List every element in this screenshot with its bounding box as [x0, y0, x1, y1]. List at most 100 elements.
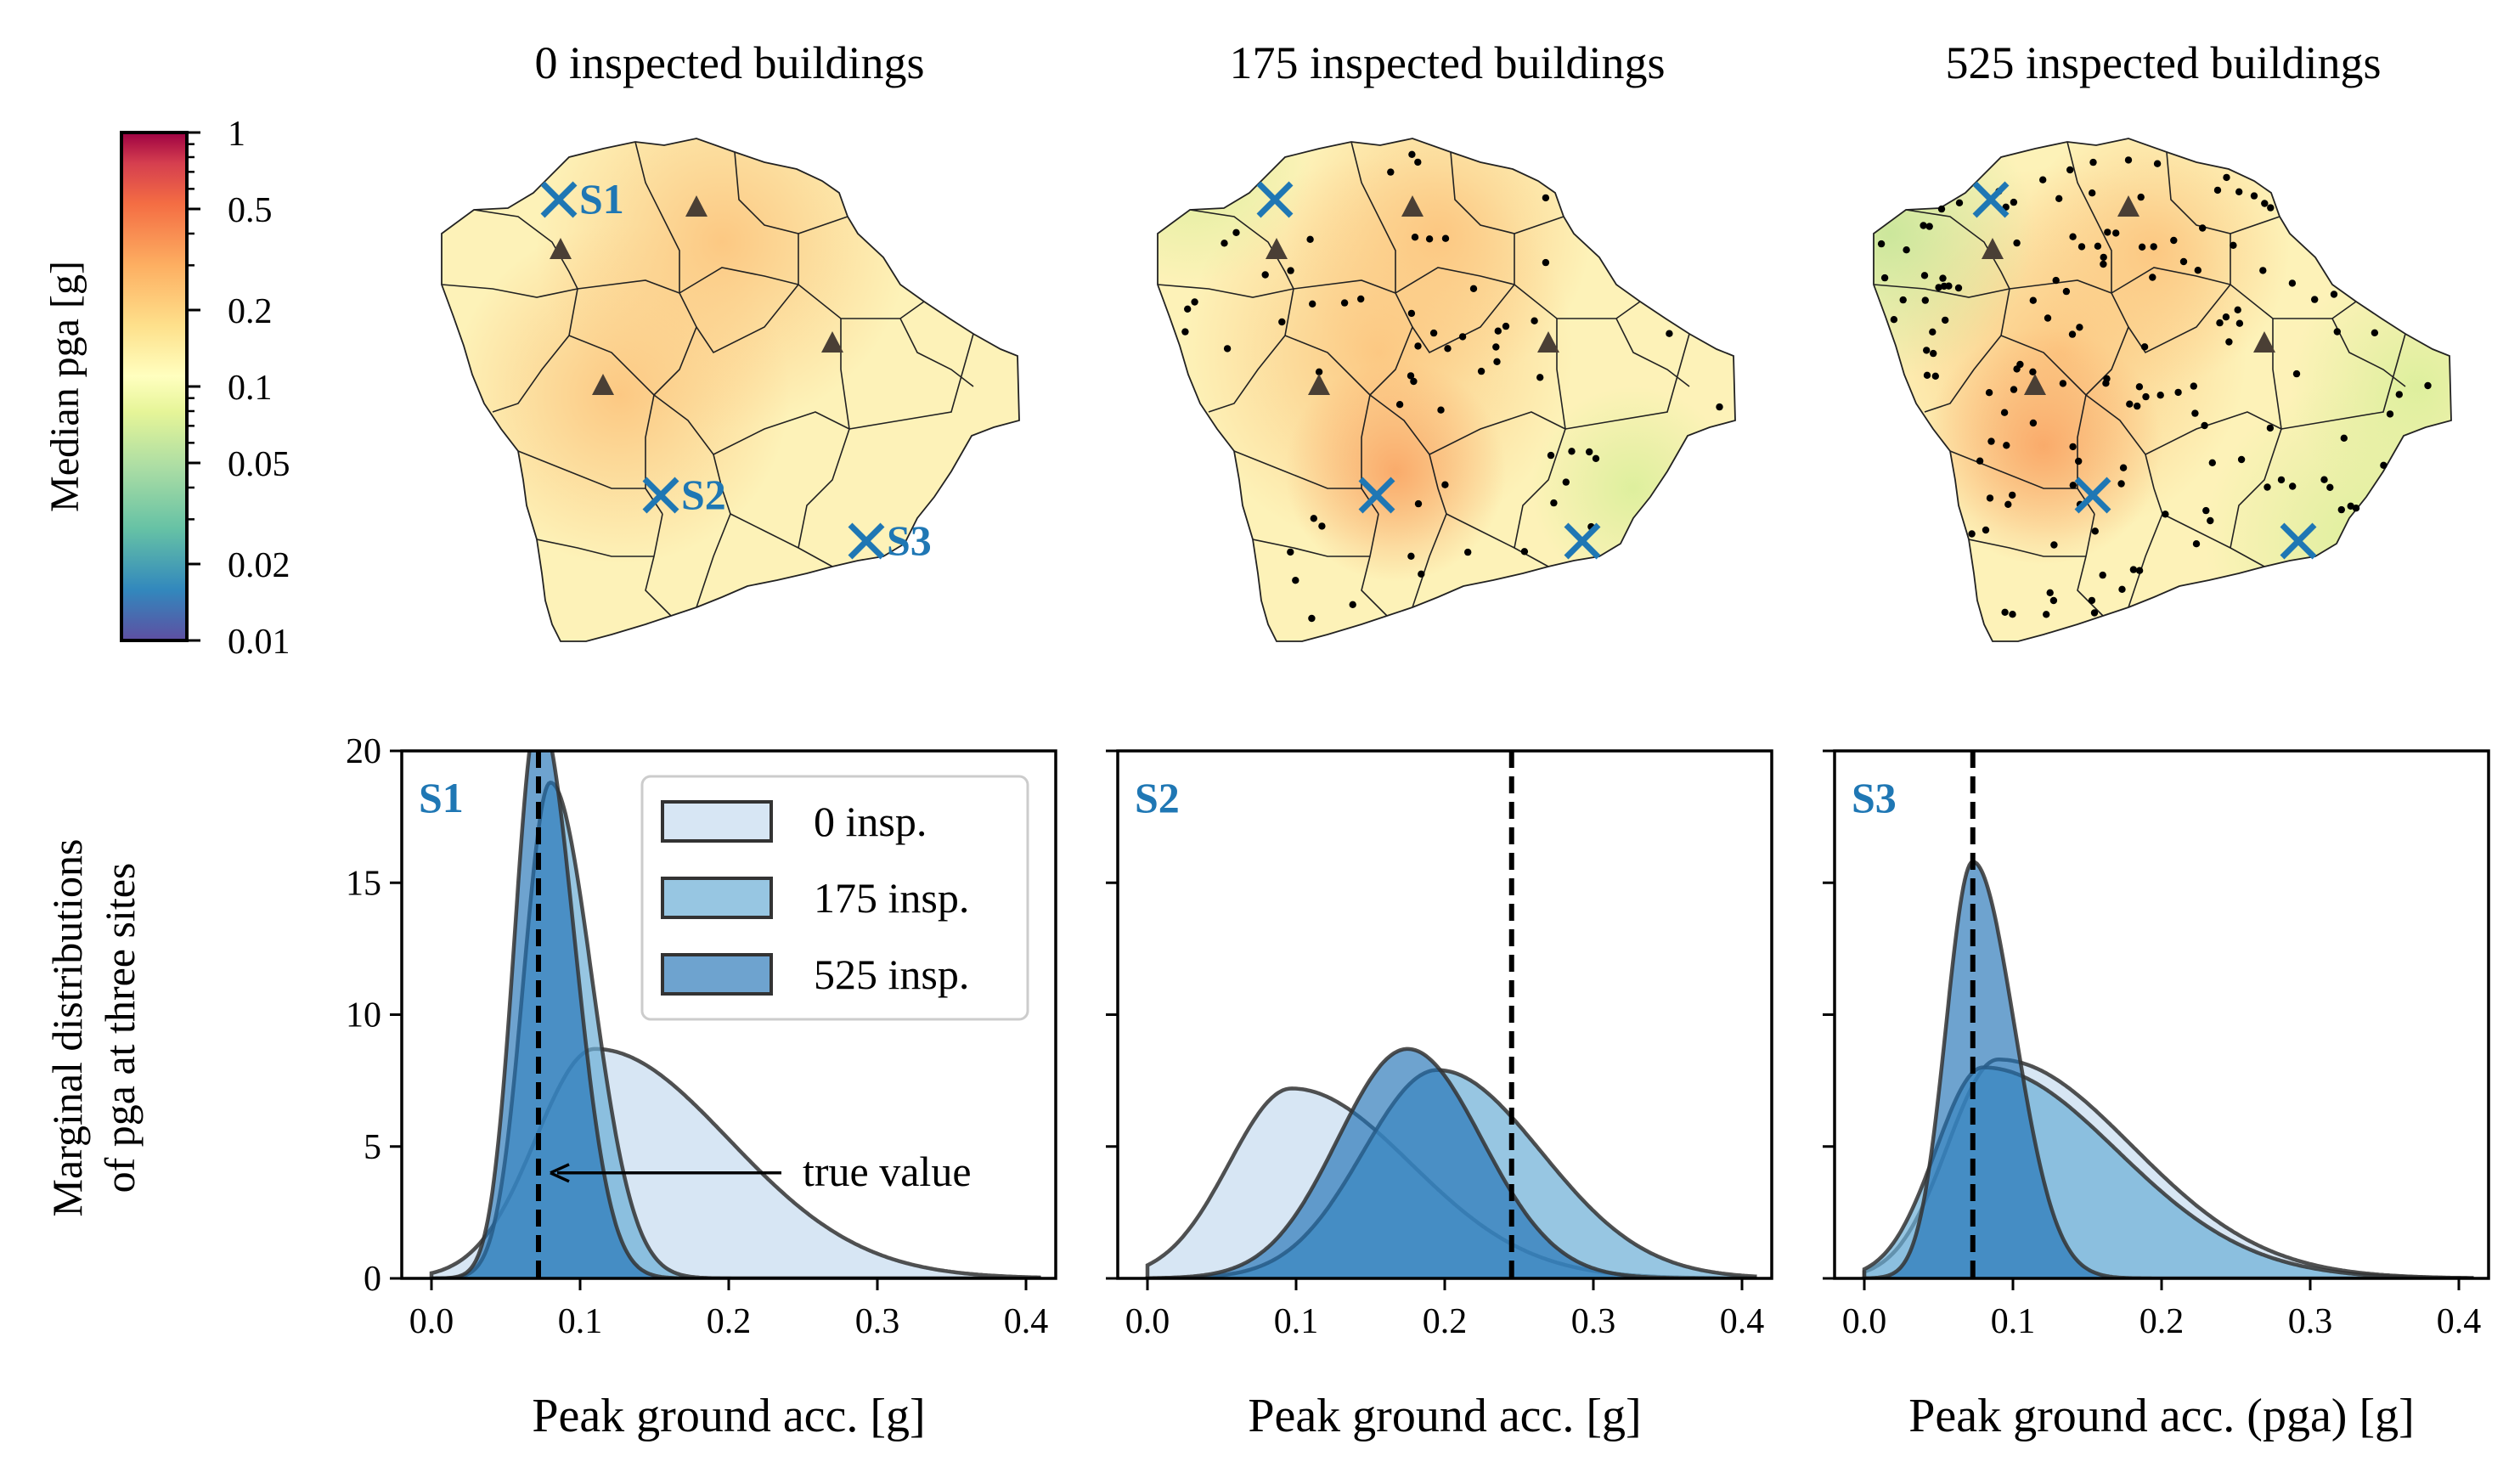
colorbar-tick-label: 0.02 [228, 546, 290, 585]
colorbar-tick-label: 1 [228, 115, 245, 154]
legend-swatch [661, 953, 773, 996]
inspected-building [1945, 282, 1953, 290]
density-area-525-insp- [1864, 861, 2474, 1278]
region-border [1446, 513, 1549, 567]
x-tick-label: 0.3 [1571, 1302, 1616, 1341]
inspected-building [1315, 368, 1323, 375]
inspected-building [1407, 372, 1415, 380]
inspected-building [1309, 300, 1316, 307]
inspected-building [1592, 454, 1600, 462]
region-border [848, 333, 974, 430]
map-field [1874, 138, 2451, 641]
inspected-building [2347, 502, 2354, 510]
inspected-building [2263, 483, 2271, 491]
inspected-building [1923, 347, 1931, 354]
region-border [734, 151, 848, 234]
inspected-building [2142, 392, 2150, 401]
site-label: S3 [887, 516, 932, 564]
inspected-building [1287, 548, 1294, 556]
station-marker [550, 238, 572, 259]
inspected-building [2089, 158, 2097, 166]
inspected-building [1407, 309, 1416, 318]
x-tick-label: 0.4 [1004, 1302, 1049, 1341]
density-panel-s1: 0.0 0.1 0.2 0.3 0.4 0 5 10 15 20 Peak ground acc. … [346, 732, 1057, 1442]
inspected-building [1502, 322, 1510, 330]
site-marker-1 [1972, 181, 2010, 218]
legend-label: 0 insp. [814, 798, 927, 845]
inspected-building [2235, 319, 2244, 327]
inspected-building [1955, 199, 1964, 206]
inspected-building [1985, 389, 1993, 397]
region-border [2111, 267, 2231, 294]
inspected-building [1464, 548, 1472, 556]
inspected-building [1937, 205, 1946, 213]
inspected-building [2124, 156, 2133, 164]
inspected-building [2340, 434, 2348, 442]
inspected-building [1939, 274, 1947, 282]
colorbar: 1 0.5 0.2 0.1 0.05 0.02 0.01 Median pga [g] [42, 115, 290, 662]
inspected-building [1586, 448, 1593, 456]
inspected-building [2010, 198, 2018, 206]
inspected-building [1542, 194, 1550, 202]
region-border [1556, 319, 1566, 430]
region-border [1874, 284, 2010, 298]
inspected-building [2230, 241, 2237, 249]
inspected-building [1223, 345, 1232, 353]
inspected-building [2069, 482, 2077, 489]
inspected-building [1536, 374, 1544, 381]
site-panel-label: S1 [419, 774, 464, 821]
station-marker [2024, 374, 2046, 395]
inspected-building [1562, 478, 1570, 486]
region-border [517, 450, 663, 515]
region-border [1968, 539, 2086, 557]
x-axis-label: Peak ground acc. (pga) [g] [1908, 1390, 2415, 1442]
region-border [653, 292, 697, 396]
density-panel-s3: 0.0 0.1 0.2 0.3 0.4 Peak ground acc. (pga) [g… [1823, 749, 2490, 1442]
station-marker [821, 331, 843, 353]
inspected-building [1976, 457, 1984, 465]
x-axis-label: Peak ground acc. [g] [1248, 1390, 1641, 1442]
inspected-building [2174, 388, 2182, 397]
inspected-building [2352, 505, 2360, 512]
inspected-building [2225, 338, 2233, 346]
region-border [1284, 335, 1371, 396]
inspected-building [1387, 168, 1395, 176]
region-border [536, 539, 654, 557]
inspected-building [2046, 589, 2054, 596]
region-border [2000, 335, 2087, 396]
x-tick-label: 0.2 [2139, 1302, 2185, 1341]
region-border [1158, 284, 1294, 298]
pga-field-blob [1874, 138, 2035, 378]
x-tick-label: 0.3 [2288, 1302, 2333, 1341]
inspected-building [1191, 298, 1198, 306]
colorbar-tick-label: 0.5 [228, 191, 273, 230]
inspected-building [2010, 386, 2018, 393]
station-marker [1308, 374, 1330, 395]
row-label: Marginal distributions of pga at three s… [43, 839, 144, 1217]
inspected-building [2140, 343, 2149, 351]
region-border [696, 513, 731, 608]
region-border [2128, 513, 2163, 608]
legend-label: 525 insp. [814, 951, 969, 998]
inspected-building [1492, 343, 1500, 351]
inspected-building [1931, 372, 1939, 380]
inspected-building [2371, 329, 2379, 336]
inspected-building [2191, 409, 2199, 417]
inspected-building [2094, 242, 2102, 250]
inspected-building [2052, 276, 2060, 285]
inspected-building [2068, 330, 2077, 338]
inspected-building [1349, 601, 1356, 608]
x-tick-label: 0.4 [1720, 1302, 1765, 1341]
inspected-building [2135, 383, 2144, 391]
inspected-building [2380, 461, 2388, 469]
inspected-building [2069, 233, 2077, 240]
inspected-building [1568, 448, 1576, 455]
region-border [2230, 428, 2282, 549]
inspected-building [1261, 271, 1269, 279]
inspected-building [2292, 370, 2301, 378]
inspected-building [1494, 327, 1502, 335]
station-marker [592, 374, 614, 395]
pga-field-blob [2290, 259, 2451, 514]
inspected-building [1520, 548, 1529, 556]
inspected-building [1531, 317, 1538, 324]
